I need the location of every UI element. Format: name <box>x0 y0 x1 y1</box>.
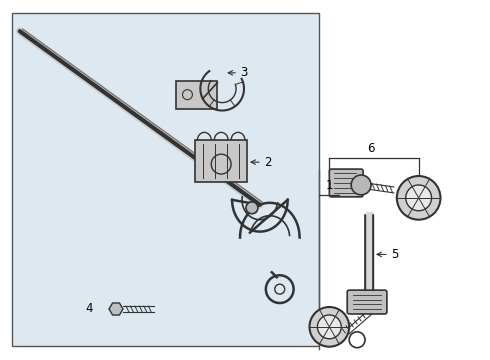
Bar <box>175 81 217 109</box>
Bar <box>12 13 319 346</box>
Text: 6: 6 <box>368 142 375 155</box>
FancyBboxPatch shape <box>329 169 363 197</box>
Bar <box>196 140 247 182</box>
Circle shape <box>406 185 432 211</box>
Circle shape <box>318 315 341 339</box>
Text: 2: 2 <box>264 156 271 168</box>
Circle shape <box>310 307 349 347</box>
Circle shape <box>397 176 441 220</box>
Text: 3: 3 <box>240 66 247 79</box>
Circle shape <box>351 175 371 195</box>
Text: 5: 5 <box>391 248 398 261</box>
Polygon shape <box>109 303 123 315</box>
FancyBboxPatch shape <box>347 290 387 314</box>
Circle shape <box>246 202 258 214</box>
Text: 4: 4 <box>86 302 93 315</box>
Text: 1: 1 <box>325 179 333 192</box>
